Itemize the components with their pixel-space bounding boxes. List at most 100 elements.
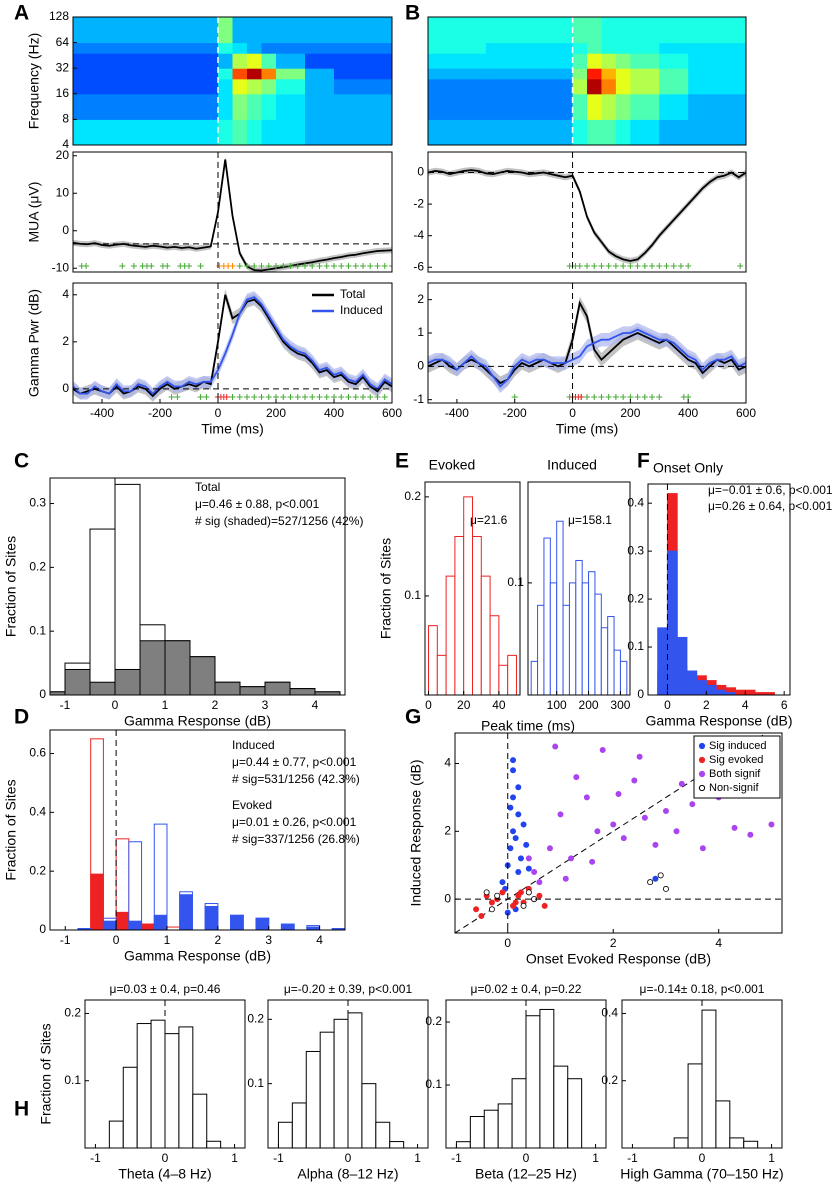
bar xyxy=(594,593,602,695)
heat-cell xyxy=(247,53,262,69)
point xyxy=(647,879,654,886)
heat-cell xyxy=(485,93,545,120)
point xyxy=(483,889,490,896)
bar xyxy=(705,684,717,695)
heat-cell xyxy=(659,68,689,80)
heat-cell xyxy=(543,78,574,95)
heat-cell xyxy=(485,53,545,69)
legend-box xyxy=(693,735,781,799)
sig-marker xyxy=(360,263,366,269)
x-tick-label: 6 xyxy=(781,698,788,712)
bar xyxy=(619,660,628,695)
sig-marker xyxy=(737,263,744,269)
y-tick-label: 0.4 xyxy=(601,1006,618,1020)
sig-marker xyxy=(367,263,374,269)
point xyxy=(515,868,522,875)
plot-area xyxy=(530,520,628,695)
point xyxy=(510,767,517,774)
heat-cell xyxy=(543,53,574,69)
bar xyxy=(673,1137,689,1148)
bar xyxy=(657,627,668,695)
bar xyxy=(206,1140,222,1148)
heat-cell xyxy=(189,68,219,80)
bar xyxy=(128,841,143,930)
point xyxy=(768,821,775,828)
line xyxy=(73,296,392,395)
bar xyxy=(77,928,92,930)
chart: 0 0.2 0.4 0.6 -1 0 1 2 3 4 Gamma Response (dB) Frac… xyxy=(3,706,360,964)
x-tick-label: 200 xyxy=(266,406,286,420)
sig-marker xyxy=(197,263,204,269)
heat-cell xyxy=(131,119,190,145)
point xyxy=(510,794,517,801)
point xyxy=(552,743,559,750)
bar xyxy=(469,1116,485,1148)
bar xyxy=(139,640,166,695)
heat-cell xyxy=(232,42,248,54)
x-tick-label: 1 xyxy=(414,1151,421,1165)
heat-cell xyxy=(485,42,545,54)
heat-cell xyxy=(428,42,487,54)
sig-marker xyxy=(229,263,236,269)
heat-cell xyxy=(73,42,132,54)
sig-marker xyxy=(338,394,345,400)
x-tick-label: -200 xyxy=(503,406,527,420)
heat-cell xyxy=(572,78,588,95)
heat-cell xyxy=(261,78,277,95)
x-axis-label: Alpha (8–12 Hz) xyxy=(297,1166,398,1182)
heat-cell xyxy=(428,68,487,80)
heat-cell xyxy=(334,119,392,145)
point xyxy=(699,845,706,852)
y-axis-label: Fraction of Sites xyxy=(3,536,19,637)
sig-marker xyxy=(345,394,352,400)
line xyxy=(428,328,746,388)
sig-marker xyxy=(302,394,308,400)
plot-area xyxy=(277,1000,405,1148)
bar xyxy=(153,823,168,930)
bar xyxy=(164,1033,180,1148)
heat-cell xyxy=(261,53,277,69)
x-tick-label: 200 xyxy=(620,406,640,420)
y-axis-label: Fraction of Sites xyxy=(378,538,394,639)
point xyxy=(536,892,543,899)
x-tick-label: 200 xyxy=(579,698,599,712)
point xyxy=(589,858,596,865)
heat-cell xyxy=(630,68,660,80)
heat-cell xyxy=(485,17,545,44)
axes-frame xyxy=(49,477,346,696)
y-tick-label: 0.1 xyxy=(64,1073,81,1087)
bar xyxy=(729,1137,745,1148)
sig-marker xyxy=(649,263,656,269)
heat-cell xyxy=(305,17,335,44)
x-axis-label: Beta (12–25 Hz) xyxy=(475,1166,577,1182)
chart: 0.1 100 200 300 Induced μ=158.1 xyxy=(507,457,630,712)
x-tick-label: 1 xyxy=(231,1151,238,1165)
point xyxy=(662,885,669,892)
annotation: # sig=337/1256 (26.8%) xyxy=(232,832,360,846)
bar xyxy=(744,689,756,695)
sig-marker xyxy=(287,394,294,400)
x-axis-label: Gamma Response (dB) xyxy=(124,948,271,964)
bar xyxy=(511,1078,527,1148)
heat-cell xyxy=(688,78,746,95)
bar xyxy=(445,575,456,695)
point xyxy=(678,780,685,787)
bar xyxy=(136,1023,152,1148)
plot-area xyxy=(455,733,782,933)
x-tick-label: 300 xyxy=(610,698,630,712)
bar xyxy=(280,923,295,930)
heat-cell xyxy=(630,17,660,44)
x-tick-label: 0 xyxy=(162,1151,169,1165)
x-tick-label: 0 xyxy=(569,406,576,420)
plot-area xyxy=(428,17,746,145)
bar xyxy=(64,668,91,695)
axes-frame xyxy=(72,16,393,146)
y-tick-label: 0 xyxy=(62,381,69,395)
sig-marker xyxy=(251,394,258,400)
x-tick-label: 600 xyxy=(382,406,402,420)
bar xyxy=(480,575,491,695)
bar xyxy=(264,681,291,695)
heat-cell xyxy=(659,53,689,69)
y-tick-label: 0.3 xyxy=(627,543,644,557)
